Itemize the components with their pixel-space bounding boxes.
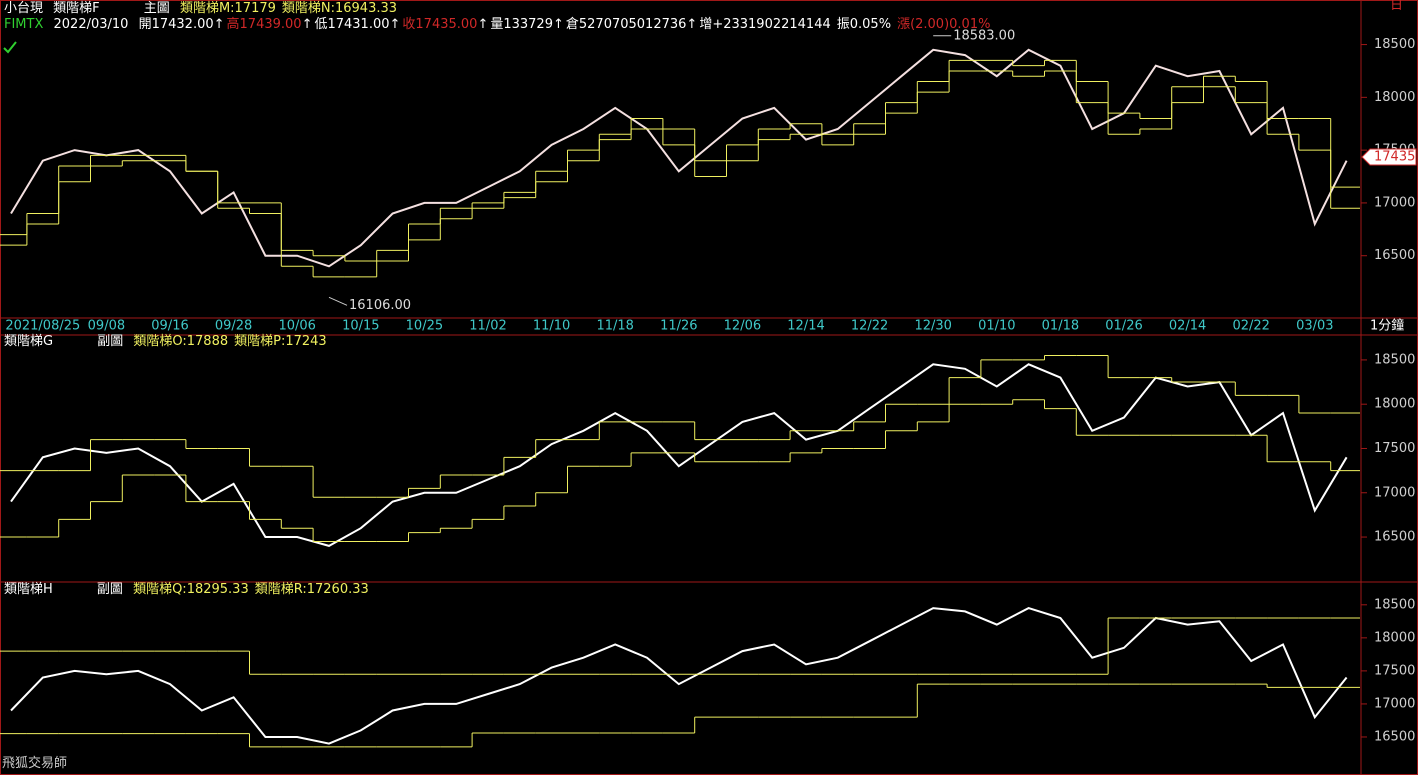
quote-item: 低17431.00: [314, 17, 390, 32]
legend-entry: 類階梯R:17260.33: [254, 582, 369, 597]
x-tick-label: 12/22: [851, 319, 888, 334]
x-tick-label: 09/08: [88, 319, 125, 334]
x-tick-label: 02/14: [1169, 319, 1206, 334]
x-tick-label: 12/06: [724, 319, 761, 334]
x-tick-label: 11/02: [469, 319, 506, 334]
x-tick-label: 11/18: [596, 319, 633, 334]
x-tick-label: 11/26: [660, 319, 697, 334]
indicator-name: 類階梯F: [53, 1, 100, 16]
panel-label: 副圖: [97, 334, 124, 349]
header-row: 類階梯H 副圖 類階梯Q:18295.33 類階梯R:17260.33: [4, 582, 381, 598]
legend: 類階梯O:17888 類階梯P:17243: [133, 334, 332, 349]
check-icon: [3, 41, 17, 54]
legend: 類階梯M:17179 類階梯N:16943.33: [180, 1, 403, 16]
last-price-tag: [1361, 148, 1417, 166]
last-price-label: 17435: [1374, 149, 1415, 164]
x-tick-label: 09/16: [151, 319, 188, 334]
quote-item: 漲(2.00)0.01%: [897, 17, 991, 32]
legend-entry: 類階梯M:17179: [179, 1, 276, 16]
quote-row: FIMTX 2022/03/10 開17432.00↑ 高17439.00↑ 低17…: [4, 17, 996, 33]
y-tick-label: 16500: [1374, 248, 1415, 263]
x-tick-label: 01/18: [1042, 319, 1079, 334]
x-tick-label: 10/25: [406, 319, 443, 334]
y-tick-label: 17000: [1374, 485, 1415, 500]
indicator-name: 類階梯H: [4, 582, 53, 597]
x-tick-label: 10/06: [278, 319, 315, 334]
legend-entry: 類階梯N:16943.33: [281, 1, 398, 16]
price-line: [10, 607, 1348, 745]
annotation-leader: [328, 296, 348, 306]
y-tick-label: 18000: [1374, 630, 1415, 645]
panel-label: 副圖: [96, 582, 123, 597]
indicator-name: 類階梯G: [4, 334, 54, 349]
y-tick-label: 18500: [1374, 37, 1415, 52]
y-tick-label: 17000: [1374, 696, 1415, 711]
quote-item: 高17439.00: [226, 17, 302, 32]
date: 2022/03/10: [53, 17, 129, 32]
y-tick-label: 16500: [1374, 530, 1415, 545]
symbol-code: FIMTX: [4, 17, 44, 32]
y-tick-label: 18500: [1374, 352, 1415, 367]
y-tick-label: 17500: [1374, 441, 1415, 456]
arrow-icon: ↑: [552, 17, 564, 32]
arrow-icon: ↑: [477, 17, 489, 32]
x-tick-label: 09/28: [215, 319, 252, 334]
y-tick-label: 17500: [1374, 663, 1415, 678]
period-label: 1分鐘: [1370, 318, 1404, 334]
x-tick-label: 03/03: [1296, 319, 1333, 334]
arrow-icon: ↑: [213, 17, 225, 32]
legend-entry: 類階梯P:17243: [234, 334, 327, 349]
quote-item: 振0.05%: [836, 17, 892, 32]
arrow-icon: ↑: [389, 17, 401, 32]
y-tick-label: 18000: [1374, 90, 1415, 105]
header-row: 小台現 類階梯F 主圖 類階梯M:17179 類階梯N:16943.33: [4, 1, 409, 17]
legend-entry: 類階梯O:17888: [133, 334, 229, 349]
annotation-label: 18583.00: [953, 28, 1015, 43]
x-tick-label: 11/10: [533, 319, 570, 334]
x-tick-label: 01/10: [978, 319, 1015, 334]
header-row: 類階梯G 副圖 類階梯O:17888 類階梯P:17243: [4, 334, 339, 350]
y-tick-label: 18000: [1374, 397, 1415, 412]
x-tick-label: 02/22: [1232, 319, 1269, 334]
x-tick-label: 01/26: [1105, 319, 1142, 334]
price-line: [10, 48, 1348, 268]
quote-item: 增+2331902214144: [699, 17, 831, 32]
y-tick-label: 17000: [1374, 195, 1415, 210]
quote-item: 開17432.00: [138, 17, 214, 32]
y-tick-label: 18500: [1374, 597, 1415, 612]
y-tick-label: 16500: [1374, 729, 1415, 744]
price-line: [10, 363, 1348, 547]
x-tick-label: 12/30: [914, 319, 951, 334]
quote-item: 量133729: [490, 17, 553, 32]
annotation-label: 16106.00: [349, 298, 411, 313]
quote-item: 倉5270705012736: [565, 17, 687, 32]
panel-label: 主圖: [143, 1, 170, 16]
symbol-title: 小台現: [4, 1, 44, 16]
x-tick-label: 10/15: [342, 319, 379, 334]
legend-entry: 類階梯Q:18295.33: [133, 582, 249, 597]
arrow-icon: ↑: [686, 17, 698, 32]
x-tick-label: 12/14: [787, 319, 824, 334]
legend: 類階梯Q:18295.33 類階梯R:17260.33: [133, 582, 375, 597]
footer: 飛狐交易師: [2, 756, 68, 771]
quote-item: 收17435.00: [402, 17, 478, 32]
arrow-icon: ↑: [301, 17, 313, 32]
corner-button[interactable]: 日: [1390, 0, 1404, 13]
x-tick-label: 2021/08/25: [5, 319, 80, 334]
